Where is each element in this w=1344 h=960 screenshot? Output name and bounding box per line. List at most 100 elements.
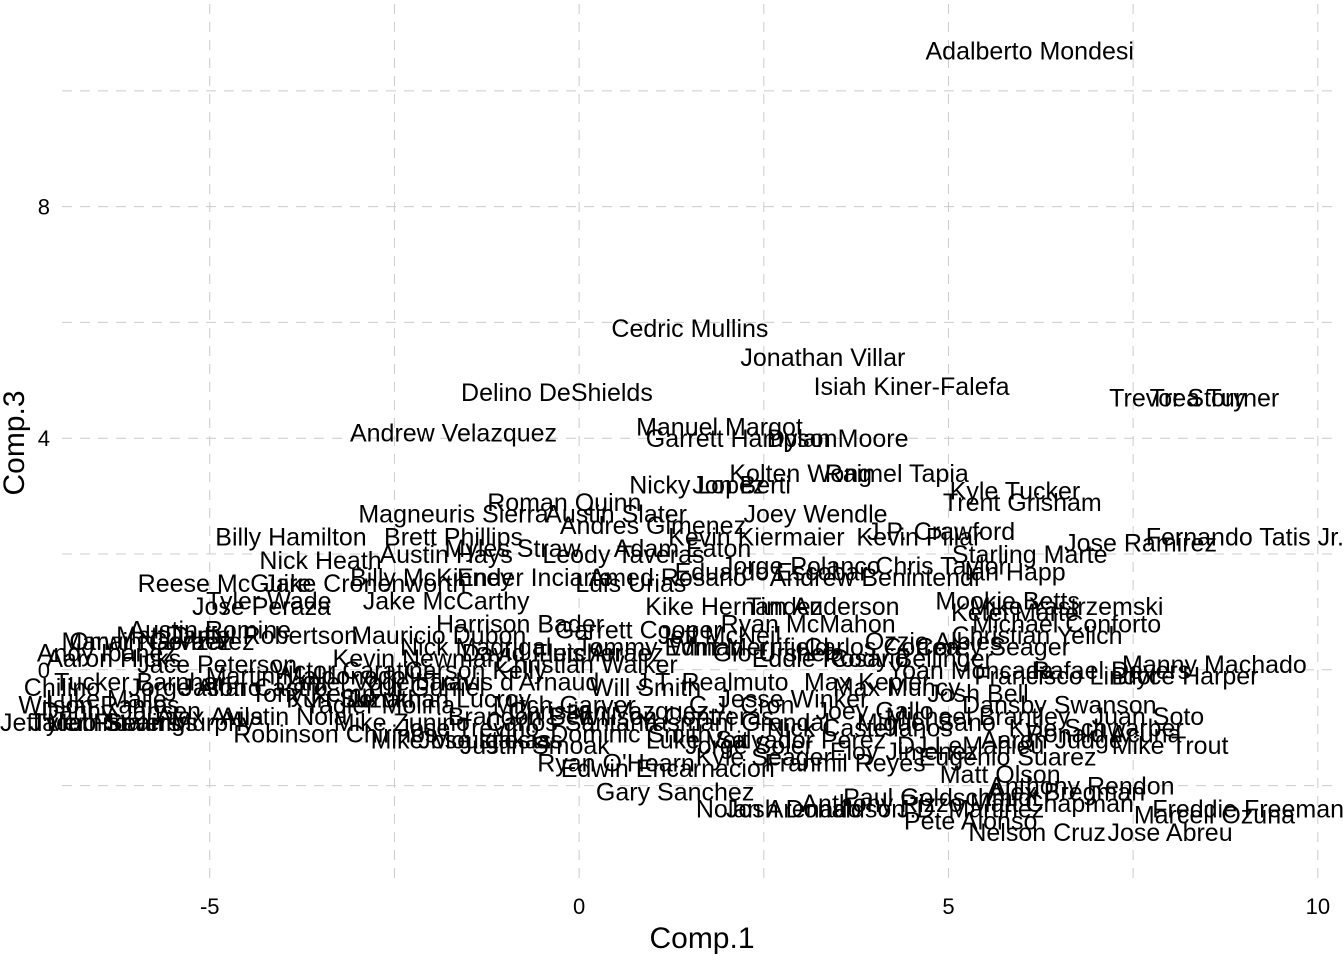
point-label: Mike Trout bbox=[1112, 732, 1229, 760]
point-label: Cody Bellinger bbox=[830, 645, 993, 673]
point-label: Billy Hamilton bbox=[215, 524, 366, 552]
point-label: Travis d'Arnaud bbox=[426, 668, 599, 696]
point-label: Jose Trevino bbox=[397, 715, 539, 743]
point-label: Jon Berti bbox=[692, 472, 791, 500]
point-label: Nolan Arenado bbox=[696, 796, 861, 824]
point-label: David Fletcher bbox=[462, 639, 623, 667]
point-label: Christian Yelich bbox=[952, 622, 1123, 650]
point-label: Garrett Hampson bbox=[646, 425, 838, 453]
point-label: Daniel Robertson bbox=[165, 622, 358, 650]
point-label: Jose Iglesias bbox=[418, 726, 563, 754]
point-label: Garrett Cooper bbox=[555, 616, 722, 644]
point-label: Kolten Wong bbox=[729, 460, 872, 488]
point-label: Jeff Mathis bbox=[0, 709, 120, 737]
point-label: Josh Donaldson bbox=[726, 796, 905, 824]
tick-labels: -5 0 5 10 0 4 8 bbox=[38, 195, 1330, 919]
point-label: Kevin Kiermaier bbox=[668, 524, 844, 552]
point-label: Manny Machado bbox=[1122, 651, 1307, 679]
point-label: Kike Hernandez bbox=[645, 593, 823, 621]
point-label: Dominic Smith bbox=[550, 720, 711, 748]
point-label: Kyle Tucker bbox=[950, 477, 1081, 505]
point-label: Corey Seager bbox=[916, 634, 1070, 662]
point-label: J.D. Martinez bbox=[897, 796, 1044, 824]
point-label: Joey Gallo bbox=[816, 697, 934, 725]
point-label: C.J. Cron bbox=[689, 692, 795, 720]
point-label: Jacob Stallings bbox=[30, 709, 198, 737]
point-label: Ryan McMahon bbox=[721, 610, 896, 638]
point-label: Yasmani Grandal bbox=[639, 709, 830, 737]
point-label: Kyle Seager bbox=[696, 744, 832, 772]
point-label: Kevin Newman bbox=[333, 645, 501, 673]
point-label: Justin Smoak bbox=[460, 732, 611, 760]
point-label: Carlos Correa bbox=[804, 634, 960, 662]
point-label: Jake McCarthy bbox=[363, 587, 530, 615]
point-label: Austin Nola bbox=[220, 703, 348, 731]
point-label: Starling Marte bbox=[952, 541, 1108, 569]
point-label: Austin Hays bbox=[379, 541, 512, 569]
point-label: Austin Slater bbox=[545, 500, 687, 528]
point-label: Edwin Encarnacion bbox=[561, 755, 775, 783]
point-label: Aaron Judge bbox=[981, 726, 1123, 754]
point-label: Luke Maile bbox=[46, 686, 167, 714]
point-label: Luis Urias bbox=[575, 570, 686, 598]
point-label: Kyle Schwarber bbox=[1009, 715, 1184, 743]
x-tick-label: 10 bbox=[1306, 894, 1330, 919]
point-label: Tony Kemp bbox=[251, 680, 376, 708]
point-label: Ozzie Albies bbox=[865, 628, 1003, 656]
point-label: Roman Quinn bbox=[487, 489, 641, 517]
point-label: Freddie Freeman bbox=[1152, 796, 1344, 824]
point-label: Nick Castellanos bbox=[767, 715, 953, 743]
point-label: Marwin Gonzalez bbox=[61, 628, 254, 656]
point-label: Pete Alonso bbox=[904, 807, 1037, 835]
point-label: Will Smith bbox=[590, 674, 701, 702]
point-label: Jason Castro bbox=[180, 674, 327, 702]
point-label: Yuli Gurriel bbox=[363, 674, 485, 702]
point-label: Isiah Kiner-Falefa bbox=[814, 373, 1010, 401]
point-label: Yadier Molina bbox=[304, 692, 455, 720]
y-axis-title: Comp.3 bbox=[0, 390, 31, 495]
point-label: Chilino bbox=[24, 674, 100, 702]
point-label: Alex Bregman bbox=[988, 778, 1145, 806]
point-label: Aaron Hicks bbox=[46, 645, 181, 673]
point-label: Daniel Vogelbach bbox=[275, 668, 470, 696]
point-label: Kurt Suzuki bbox=[286, 686, 414, 714]
point-label: Manuel Margot bbox=[636, 414, 803, 442]
point-label: Luis Arraez bbox=[539, 639, 664, 667]
point-label: Joey Wendle bbox=[743, 500, 887, 528]
point-label: Gio Urshela bbox=[713, 639, 845, 667]
point-label: Eugenio Suarez bbox=[919, 744, 1097, 772]
point-label: Trent Grisham bbox=[943, 489, 1102, 517]
point-label: Jorge Alfaro bbox=[128, 674, 261, 702]
point-label: Anthony Rendon bbox=[988, 773, 1174, 801]
point-label: Max Muncy bbox=[833, 674, 961, 702]
point-label: Adalberto Mondesi bbox=[925, 37, 1133, 65]
point-label: Trea Turner bbox=[1150, 385, 1280, 413]
point-label: Marcell Ozuna bbox=[1134, 802, 1295, 830]
point-label: Franmil Reyes bbox=[764, 749, 925, 777]
grid bbox=[62, 4, 1340, 884]
point-label: Danny Jansen bbox=[41, 697, 201, 725]
point-label: Ronald Acuna bbox=[1026, 720, 1182, 748]
point-label: Anthony Rizzo bbox=[801, 790, 962, 818]
point-label: Jace Peterson bbox=[137, 651, 297, 679]
point-label: Austin Romine bbox=[128, 616, 291, 644]
point-label: Harrison Bader bbox=[436, 610, 604, 638]
point-label: Omar Narvaez bbox=[69, 628, 232, 656]
point-label: Eddie Rosario bbox=[752, 645, 909, 673]
point-label: Alex Avila bbox=[156, 703, 264, 731]
point-label: Nicky Lopez bbox=[629, 472, 765, 500]
point-label: Victor Caratini bbox=[272, 657, 429, 685]
point-label: Jonathan Lucroy bbox=[346, 686, 531, 714]
point-label: Mauricio Dubon bbox=[351, 622, 526, 650]
point-label: Jorge Soler bbox=[685, 732, 813, 760]
point-label: Magneuris Sierra bbox=[358, 500, 548, 528]
point-label: Robinson Chirinos bbox=[233, 720, 437, 748]
point-label: Myles Straw bbox=[445, 535, 582, 563]
point-label: Jake Cronenworth bbox=[263, 570, 466, 598]
point-label: Dylan Moore bbox=[767, 425, 909, 453]
point-label: Carlos Santana bbox=[486, 709, 658, 737]
point-label: Matt Olson bbox=[940, 761, 1061, 789]
point-label: Whit Merrifield bbox=[669, 634, 829, 662]
